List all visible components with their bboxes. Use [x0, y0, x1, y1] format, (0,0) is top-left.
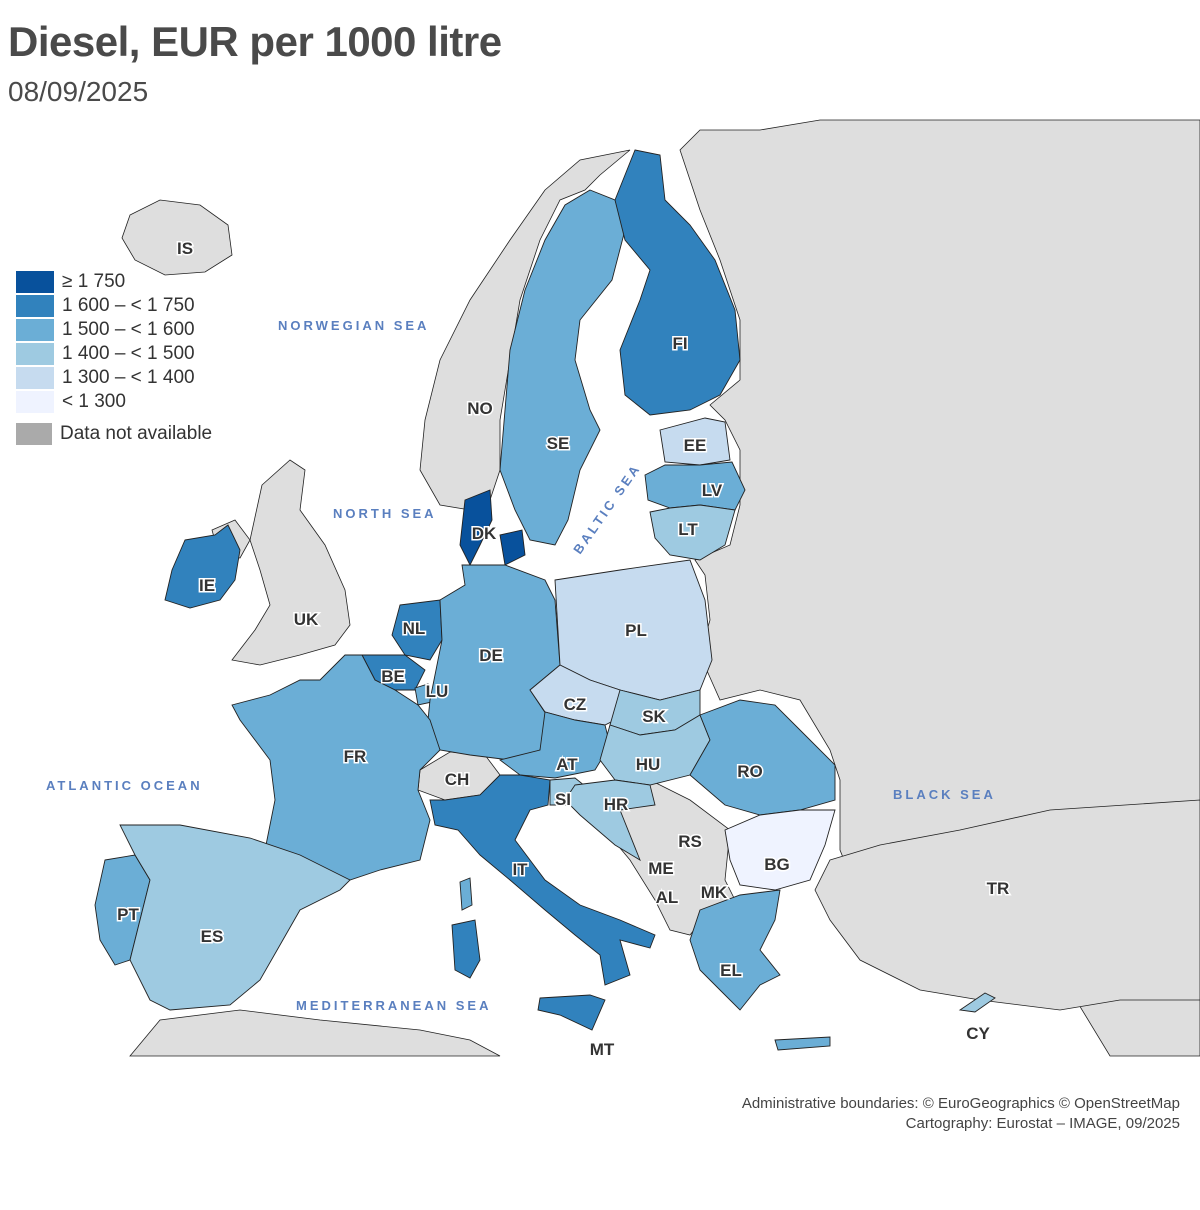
- north-africa-shape: [129, 1009, 501, 1057]
- country-lt[interactable]: [649, 504, 736, 561]
- label-ie: IE: [199, 576, 215, 595]
- sea-label-north: NORTH SEA: [333, 506, 437, 521]
- sea-label-norwegian: NORWEGIAN SEA: [278, 318, 429, 333]
- sea-label-baltic: BALTIC SEA: [570, 460, 644, 556]
- label-si: SI: [555, 790, 571, 809]
- country-cy[interactable]: [958, 992, 996, 1013]
- label-se: SE: [547, 434, 570, 453]
- legend-label: 1 400 – < 1 500: [62, 343, 195, 364]
- legend-label: 1 600 – < 1 750: [62, 295, 195, 316]
- legend-label: 1 300 – < 1 400: [62, 367, 195, 388]
- legend-swatch: [16, 391, 54, 413]
- legend-swatch: [16, 271, 54, 293]
- label-pt: PT: [117, 905, 139, 924]
- label-it: IT: [512, 860, 528, 879]
- legend-swatch: [16, 319, 54, 341]
- country-it-sardinia[interactable]: [451, 919, 481, 979]
- label-al: AL: [656, 888, 679, 907]
- legend-label: Data not available: [60, 423, 213, 444]
- country-it[interactable]: [429, 774, 656, 986]
- map-credits: Administrative boundaries: © EuroGeograp…: [742, 1094, 1180, 1134]
- country-fi[interactable]: [614, 149, 741, 416]
- label-uk: UK: [294, 610, 319, 629]
- credits-cartography: Cartography: Eurostat – IMAGE, 09/2025: [905, 1115, 1180, 1132]
- label-cy: CY: [966, 1024, 990, 1043]
- label-mk: MK: [701, 883, 728, 902]
- label-fi: FI: [672, 334, 687, 353]
- uk-shape: [231, 459, 351, 666]
- legend-item-1300-1400: 1 300 – < 1 400: [16, 366, 212, 390]
- map-title: Diesel, EUR per 1000 litre: [8, 18, 502, 65]
- label-hr: HR: [604, 795, 629, 814]
- country-hr[interactable]: [564, 779, 656, 862]
- legend-swatch: [16, 367, 54, 389]
- label-es: ES: [201, 927, 224, 946]
- label-dk: DK: [472, 524, 497, 543]
- map-legend: ≥ 1 750 1 600 – < 1 750 1 500 – < 1 600 …: [16, 270, 212, 446]
- country-el[interactable]: [689, 889, 781, 1011]
- label-ch: CH: [445, 770, 470, 789]
- label-sk: SK: [642, 707, 666, 726]
- turkey-shape: [814, 799, 1200, 1011]
- label-is: IS: [177, 239, 193, 258]
- country-it-sicily[interactable]: [537, 994, 606, 1031]
- legend-item-lt-1300: < 1 300: [16, 390, 212, 414]
- label-tr: TR: [987, 879, 1010, 898]
- label-ee: EE: [684, 436, 707, 455]
- legend-item-1500-1600: 1 500 – < 1 600: [16, 318, 212, 342]
- label-de: DE: [479, 646, 503, 665]
- legend-item-not-available: Data not available: [16, 422, 212, 446]
- label-hu: HU: [636, 755, 661, 774]
- legend-item-1600-1750: 1 600 – < 1 750: [16, 294, 212, 318]
- label-no: NO: [467, 399, 493, 418]
- europe-map: NORWEGIAN SEA NORTH SEA BALTIC SEA ATLAN…: [0, 118, 1200, 1058]
- map-date: 08/09/2025: [8, 76, 149, 107]
- label-be: BE: [381, 667, 405, 686]
- label-pl: PL: [625, 621, 647, 640]
- label-el: EL: [720, 961, 742, 980]
- label-ro: RO: [737, 762, 763, 781]
- label-lt: LT: [678, 520, 698, 539]
- country-fr[interactable]: [231, 654, 441, 881]
- sea-label-black: BLACK SEA: [893, 787, 996, 802]
- legend-item-ge-1750: ≥ 1 750: [16, 270, 212, 294]
- country-ee[interactable]: [659, 417, 731, 466]
- country-lv[interactable]: [644, 461, 746, 511]
- legend-item-1400-1500: 1 400 – < 1 500: [16, 342, 212, 366]
- legend-label: < 1 300: [62, 391, 126, 412]
- country-el-crete[interactable]: [774, 1036, 831, 1051]
- country-es[interactable]: [119, 824, 351, 1011]
- country-bg[interactable]: [724, 809, 836, 891]
- label-fr: FR: [344, 747, 367, 766]
- country-ie[interactable]: [164, 524, 241, 609]
- label-me: ME: [648, 859, 674, 878]
- label-at: AT: [556, 755, 578, 774]
- sea-label-atlantic: ATLANTIC OCEAN: [46, 778, 203, 793]
- label-bg: BG: [764, 855, 790, 874]
- country-ro[interactable]: [689, 699, 836, 816]
- iceland-shape: [121, 199, 233, 276]
- legend-label: 1 500 – < 1 600: [62, 319, 195, 340]
- label-mt: MT: [590, 1040, 615, 1058]
- legend-swatch: [16, 295, 54, 317]
- country-se[interactable]: [499, 189, 626, 546]
- legend-label: ≥ 1 750: [62, 271, 126, 292]
- sea-label-mediterranean: MEDITERRANEAN SEA: [296, 998, 491, 1013]
- credits-boundaries: Administrative boundaries: © EuroGeograp…: [741, 1095, 1180, 1112]
- legend-swatch: [16, 423, 52, 445]
- country-dk[interactable]: [459, 489, 526, 567]
- country-fr-corsica[interactable]: [459, 877, 473, 911]
- label-lu: LU: [426, 682, 449, 701]
- label-rs: RS: [678, 832, 702, 851]
- label-nl: NL: [403, 619, 426, 638]
- legend-swatch: [16, 343, 54, 365]
- label-cz: CZ: [564, 695, 587, 714]
- label-lv: LV: [702, 481, 723, 500]
